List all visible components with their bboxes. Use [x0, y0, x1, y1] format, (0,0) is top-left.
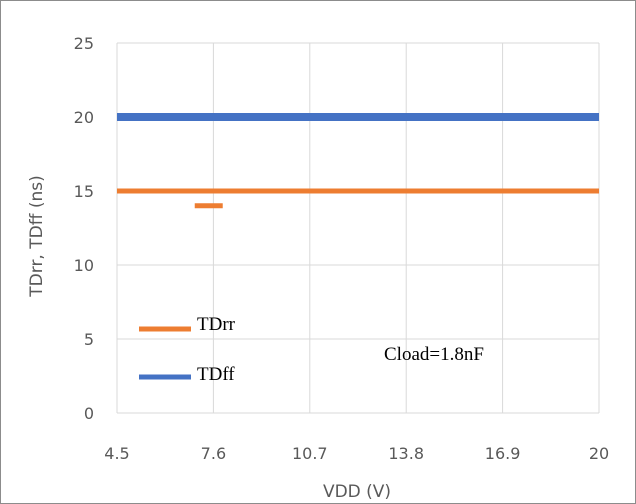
x-tick-label: 20: [589, 444, 609, 463]
cload-annotation: Cload=1.8nF: [384, 344, 484, 365]
x-axis-title: VDD (V): [323, 482, 391, 502]
x-tick-label: 16.9: [485, 444, 521, 463]
y-tick-label: 25: [74, 34, 94, 53]
grid: [116, 42, 600, 414]
y-tick-label: 20: [74, 108, 94, 127]
y-tick-label: 15: [74, 182, 94, 201]
y-tick-label: 0: [84, 404, 94, 423]
y-tick-label: 10: [74, 256, 94, 275]
x-tick-label: 4.5: [104, 444, 129, 463]
legend-label-tdff: TDff: [197, 364, 235, 385]
x-tick-label: 13.8: [388, 444, 424, 463]
x-tick-label: 10.7: [292, 444, 328, 463]
legend: TDrr TDff: [139, 314, 236, 385]
y-tick-label: 5: [84, 330, 94, 349]
x-tick-label: 7.6: [201, 444, 226, 463]
legend-label-tdrr: TDrr: [197, 314, 236, 335]
x-tick-labels: 4.5 7.6 10.7 13.8 16.9 20: [104, 444, 609, 463]
y-axis-title: TDrr, TDff (ns): [27, 175, 47, 297]
series-lines: [117, 113, 599, 209]
y-tick-labels: 0 5 10 15 20 25: [74, 34, 94, 423]
